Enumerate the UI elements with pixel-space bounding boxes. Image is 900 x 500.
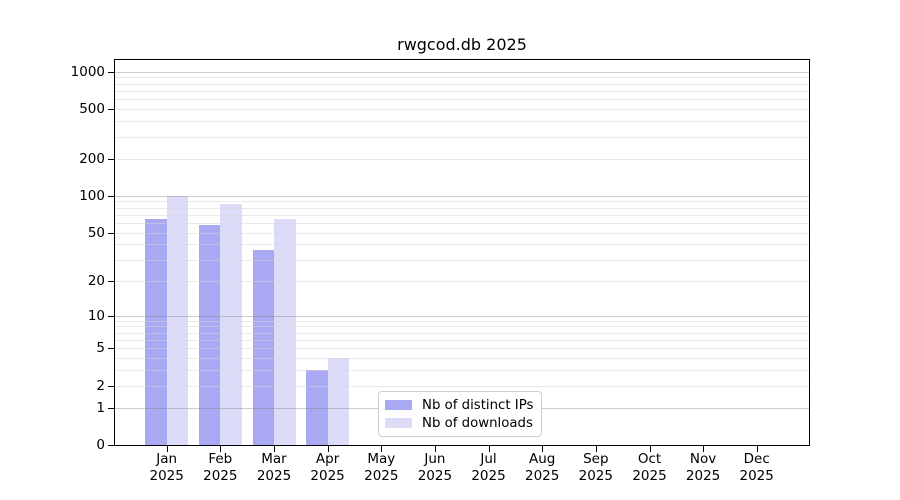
y-tick-0 (108, 445, 114, 447)
x-tick-mar (274, 446, 276, 452)
plot-area (114, 59, 810, 446)
x-tick-jul (488, 446, 490, 452)
legend-label-distinct-ips: Nb of distinct IPs (422, 397, 534, 413)
gridline-50 (115, 232, 809, 234)
y-tick-label-500: 500 (79, 101, 105, 118)
legend-swatch-downloads (385, 418, 412, 428)
y-tick-50 (108, 232, 114, 234)
y-tick-label-1: 1 (96, 399, 105, 416)
gridline-20 (115, 280, 809, 282)
x-tick-jan (166, 446, 168, 452)
bar-feb-distinct-ips (198, 224, 221, 445)
x-tick-nov (703, 446, 705, 452)
gridline-900 (115, 77, 809, 79)
gridline-3 (115, 370, 809, 372)
bars-layer (115, 60, 809, 445)
x-tick-label-jan: Jan 2025 (149, 451, 184, 484)
y-tick-label-20: 20 (87, 272, 105, 289)
gridline-800 (115, 83, 809, 85)
y-tick-label-1000: 1000 (70, 63, 105, 80)
gridline-7 (115, 332, 809, 334)
y-tick-10 (108, 315, 114, 317)
y-tick-1 (108, 407, 114, 409)
gridline-80 (115, 207, 809, 209)
chart-title: rwgcod.db 2025 (397, 35, 527, 54)
x-tick-label-jul: Jul 2025 (471, 451, 506, 484)
bar-mar-downloads (274, 218, 296, 445)
x-tick-dec (756, 446, 758, 452)
y-tick-500 (108, 109, 114, 111)
gridline-6 (115, 339, 809, 341)
legend-swatch-distinct-ips (385, 400, 412, 410)
gridline-90 (115, 201, 809, 203)
y-tick-200 (108, 158, 114, 160)
x-tick-label-apr: Apr 2025 (310, 451, 345, 484)
y-tick-1000 (108, 71, 114, 73)
legend-label-downloads: Nb of downloads (422, 415, 533, 431)
grid-layer (115, 60, 809, 445)
gridline-40 (115, 244, 809, 246)
gridline-500 (115, 109, 809, 111)
y-tick-2 (108, 385, 114, 387)
y-tick-label-10: 10 (87, 307, 105, 324)
y-tick-label-100: 100 (79, 187, 105, 204)
legend-item-distinct-ips: Nb of distinct IPs (385, 398, 533, 413)
x-tick-label-aug: Aug 2025 (525, 451, 560, 484)
legend: Nb of distinct IPs Nb of downloads (378, 391, 542, 437)
bar-jan-distinct-ips (145, 218, 167, 445)
x-tick-may (381, 446, 383, 452)
x-tick-aug (542, 446, 544, 452)
y-tick-label-0: 0 (96, 437, 105, 453)
y-tick-label-5: 5 (96, 340, 105, 357)
x-tick-label-feb: Feb 2025 (203, 451, 238, 484)
y-tick-5 (108, 348, 114, 350)
gridline-4 (115, 358, 809, 359)
gridline-2 (115, 385, 809, 387)
gridline-1000 (115, 71, 809, 73)
x-tick-label-nov: Nov 2025 (685, 451, 721, 484)
y-tick-label-2: 2 (96, 377, 105, 394)
gridline-100 (115, 195, 809, 197)
x-tick-label-jun: Jun 2025 (417, 451, 453, 484)
x-tick-apr (327, 446, 329, 452)
bar-apr-distinct-ips (306, 370, 328, 445)
gridline-30 (115, 259, 809, 261)
x-tick-label-mar: Mar 2025 (256, 451, 292, 484)
gridline-5 (115, 348, 809, 350)
gridline-10 (115, 315, 809, 317)
y-tick-label-50: 50 (87, 224, 105, 241)
gridline-8 (115, 326, 809, 328)
bar-feb-downloads (220, 204, 242, 445)
bar-mar-distinct-ips (252, 249, 274, 445)
gridline-600 (115, 99, 809, 101)
bar-apr-downloads (327, 358, 350, 445)
x-tick-label-sep: Sep 2025 (578, 451, 613, 484)
x-tick-oct (649, 446, 651, 452)
x-tick-label-may: May 2025 (364, 451, 399, 484)
gridline-700 (115, 91, 809, 92)
x-tick-feb (220, 446, 222, 452)
y-tick-100 (108, 195, 114, 197)
y-tick-20 (108, 280, 114, 282)
legend-item-downloads: Nb of downloads (385, 416, 533, 431)
y-tick-label-200: 200 (79, 150, 105, 167)
gridline-400 (115, 121, 809, 123)
gridline-60 (115, 222, 809, 224)
gridline-200 (115, 158, 809, 160)
x-tick-label-oct: Oct 2025 (632, 451, 667, 484)
gridline-9 (115, 320, 809, 322)
gridline-70 (115, 214, 809, 216)
x-tick-label-dec: Dec 2025 (739, 451, 774, 484)
x-tick-sep (595, 446, 597, 452)
x-tick-jun (434, 446, 437, 452)
gridline-300 (115, 136, 809, 138)
bar-jan-downloads (166, 195, 189, 445)
